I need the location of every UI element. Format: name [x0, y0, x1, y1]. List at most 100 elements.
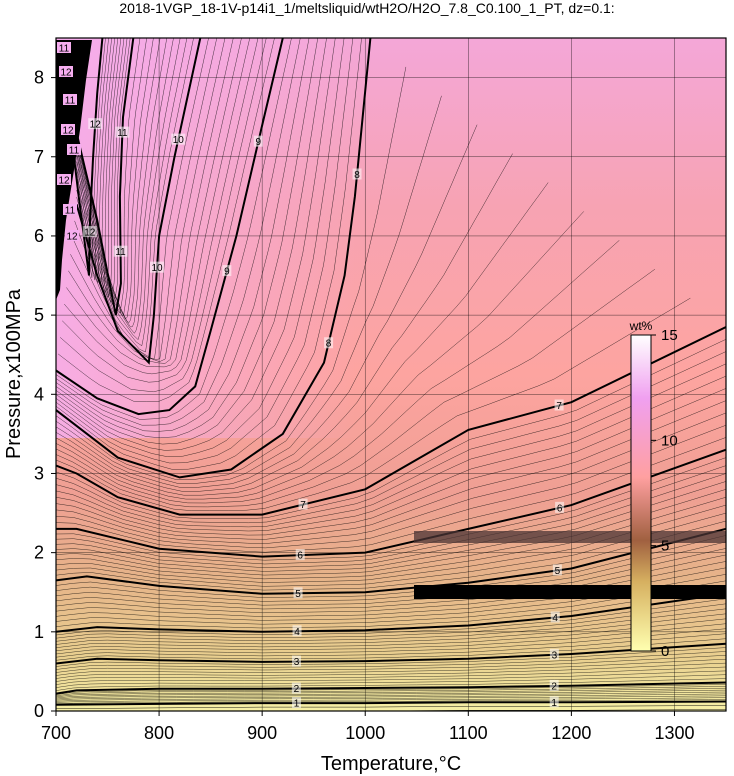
- crowded-label: 11: [65, 96, 76, 107]
- minor-contour: [56, 695, 726, 702]
- minor-contour: [72, 38, 218, 361]
- minor-contour: [67, 38, 106, 278]
- x-axis-label: Temperature,°C: [321, 753, 461, 775]
- minor-contour: [56, 598, 726, 636]
- contour-label: 3: [552, 650, 558, 661]
- minor-contour: [56, 691, 726, 700]
- minor-contour: [56, 686, 726, 697]
- minor-contour: [56, 473, 726, 568]
- colorbar-ticks: 0 5 10 15: [651, 327, 678, 660]
- contour-label: 6: [297, 551, 303, 562]
- minor-contour: [70, 38, 116, 286]
- contour-label: 1: [294, 699, 300, 710]
- minor-contour: [56, 375, 726, 532]
- contour-line-9: [56, 38, 284, 416]
- minor-contour: [56, 351, 726, 524]
- contour-label-bg: [150, 261, 165, 273]
- contour-label: 12: [84, 228, 96, 239]
- minor-contour: [74, 38, 209, 359]
- minor-contour: [56, 211, 584, 500]
- contour-label-bg: [88, 118, 103, 130]
- minor-contour: [56, 662, 726, 679]
- x-axis: 700 800 900 1000 1100 1200 1300: [41, 711, 694, 743]
- minor-contour: [56, 124, 478, 488]
- contour-label-bg: [113, 245, 128, 257]
- minor-contour: [72, 38, 122, 294]
- contour-label-bg: [82, 226, 97, 238]
- contour-label: 1: [551, 698, 557, 709]
- contour-label-bg: [253, 135, 263, 147]
- contour-line-11: [75, 38, 135, 316]
- minor-contour: [56, 465, 726, 565]
- minor-contour: [56, 297, 691, 511]
- minor-contour: [66, 38, 242, 368]
- crowded-label-bg: [63, 204, 77, 215]
- minor-contour: [76, 38, 194, 353]
- contour-label: 10: [173, 135, 185, 146]
- contour-label-bg: [554, 399, 564, 411]
- minor-contour: [59, 38, 267, 393]
- contour-label: 8: [326, 339, 332, 350]
- minor-contour: [76, 38, 168, 328]
- contour-label-bg: [552, 564, 562, 576]
- contour-label: 2: [294, 684, 300, 695]
- crowded-label: 12: [58, 176, 70, 187]
- contour-label-bg: [550, 611, 560, 623]
- artifact-band-lower: [414, 585, 726, 599]
- x-tick-label: 1000: [345, 723, 385, 743]
- minor-contour: [56, 554, 726, 610]
- minor-contour: [56, 38, 319, 439]
- minor-contour: [56, 618, 726, 648]
- contour-line-7: [56, 326, 726, 516]
- minor-contour: [56, 457, 726, 561]
- contour-label: 11: [115, 247, 126, 258]
- crowded-label: 12: [60, 68, 72, 79]
- chart-title: 2018-1VGP_18-1V-p14i1_1/meltsliquid/wtH2…: [119, 0, 615, 16]
- minor-contour: [57, 38, 275, 402]
- minor-contour: [56, 687, 726, 698]
- crowded-label: 12: [66, 232, 78, 243]
- minor-contour: [56, 153, 513, 492]
- minor-contour: [56, 38, 301, 426]
- minor-contour: [56, 38, 336, 451]
- crowded-label-bg: [65, 230, 79, 241]
- crowded-label-bg: [59, 66, 73, 77]
- minor-contour: [68, 38, 109, 281]
- minor-contour: [56, 38, 345, 457]
- plot-frame: [55, 37, 727, 712]
- contour-label-bg: [295, 549, 305, 561]
- contour-line-12: [65, 38, 104, 276]
- minor-contour: [56, 697, 726, 703]
- contour-label: 5: [295, 589, 301, 600]
- y-tick-label: 7: [34, 147, 44, 167]
- contour-label: 5: [555, 566, 561, 577]
- contour-label-bg: [549, 696, 559, 708]
- minor-contour: [56, 628, 726, 655]
- minor-contour: [56, 638, 726, 661]
- x-tick-label: 700: [41, 723, 71, 743]
- minor-contour: [56, 38, 354, 464]
- colorbar-tick-label: 5: [661, 538, 669, 555]
- crowded-label-bg: [57, 174, 71, 185]
- y-tick-label: 6: [34, 226, 44, 246]
- crowded-labels: 11 12 11 12 11 12 11 12: [57, 42, 81, 243]
- contour-label-bg: [298, 498, 308, 510]
- contour-label-bg: [292, 625, 302, 637]
- contour-label-bg: [549, 679, 559, 691]
- colorbar-tick-label: 0: [661, 643, 669, 660]
- minor-contour: [76, 38, 161, 324]
- minor-contour: [56, 38, 362, 470]
- contour-label: 6: [557, 503, 563, 514]
- contour-line-10: [75, 38, 202, 365]
- crowded-label-bg: [61, 124, 75, 135]
- contour-label-bg: [292, 697, 302, 709]
- minor-contour: [56, 182, 549, 496]
- y-tick-label: 8: [34, 68, 44, 88]
- minor-contour: [56, 535, 726, 598]
- minor-contour: [56, 705, 726, 709]
- y-tick-label: 5: [34, 305, 44, 325]
- minor-contour: [69, 38, 112, 283]
- contour-label: 4: [294, 627, 300, 638]
- crowded-label: 11: [59, 44, 70, 55]
- contour-label-bg: [293, 587, 303, 599]
